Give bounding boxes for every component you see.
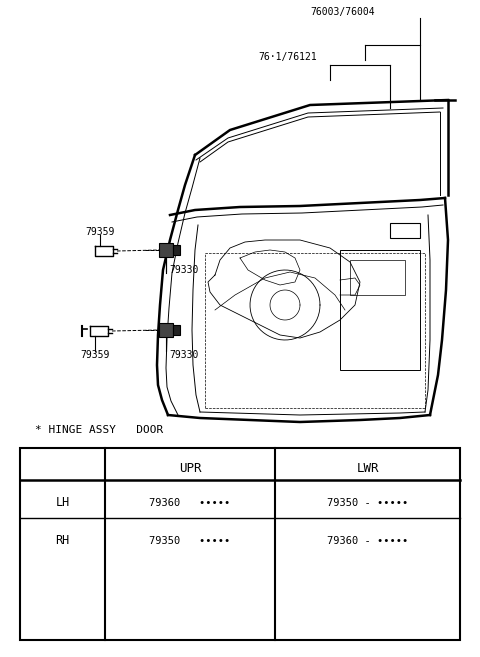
Text: 79330: 79330 [169,350,198,360]
Text: LWR: LWR [356,461,379,474]
Bar [159,243,173,257]
Text: 79360   •••••: 79360 ••••• [149,498,230,508]
Text: 79359: 79359 [80,350,109,360]
Text: 76003/76004: 76003/76004 [310,7,374,17]
Bar [173,325,180,335]
Text: LH: LH [55,497,70,509]
Bar [390,223,420,238]
Text: 76·1/76121: 76·1/76121 [258,52,317,62]
Text: RH: RH [55,535,70,547]
Text: 79359: 79359 [85,227,114,237]
Text: UPR: UPR [179,461,201,474]
Text: 79330: 79330 [169,265,198,275]
Text: 79360 - •••••: 79360 - ••••• [327,536,408,546]
Bar [350,260,405,295]
Bar [205,253,425,408]
Bar [173,245,180,255]
Text: 79350   •••••: 79350 ••••• [149,536,230,546]
Bar [20,448,460,640]
Text: * HINGE ASSY   DOOR: * HINGE ASSY DOOR [35,425,163,435]
Text: 79350 - •••••: 79350 - ••••• [327,498,408,508]
Bar [159,323,173,337]
Bar [340,250,420,370]
